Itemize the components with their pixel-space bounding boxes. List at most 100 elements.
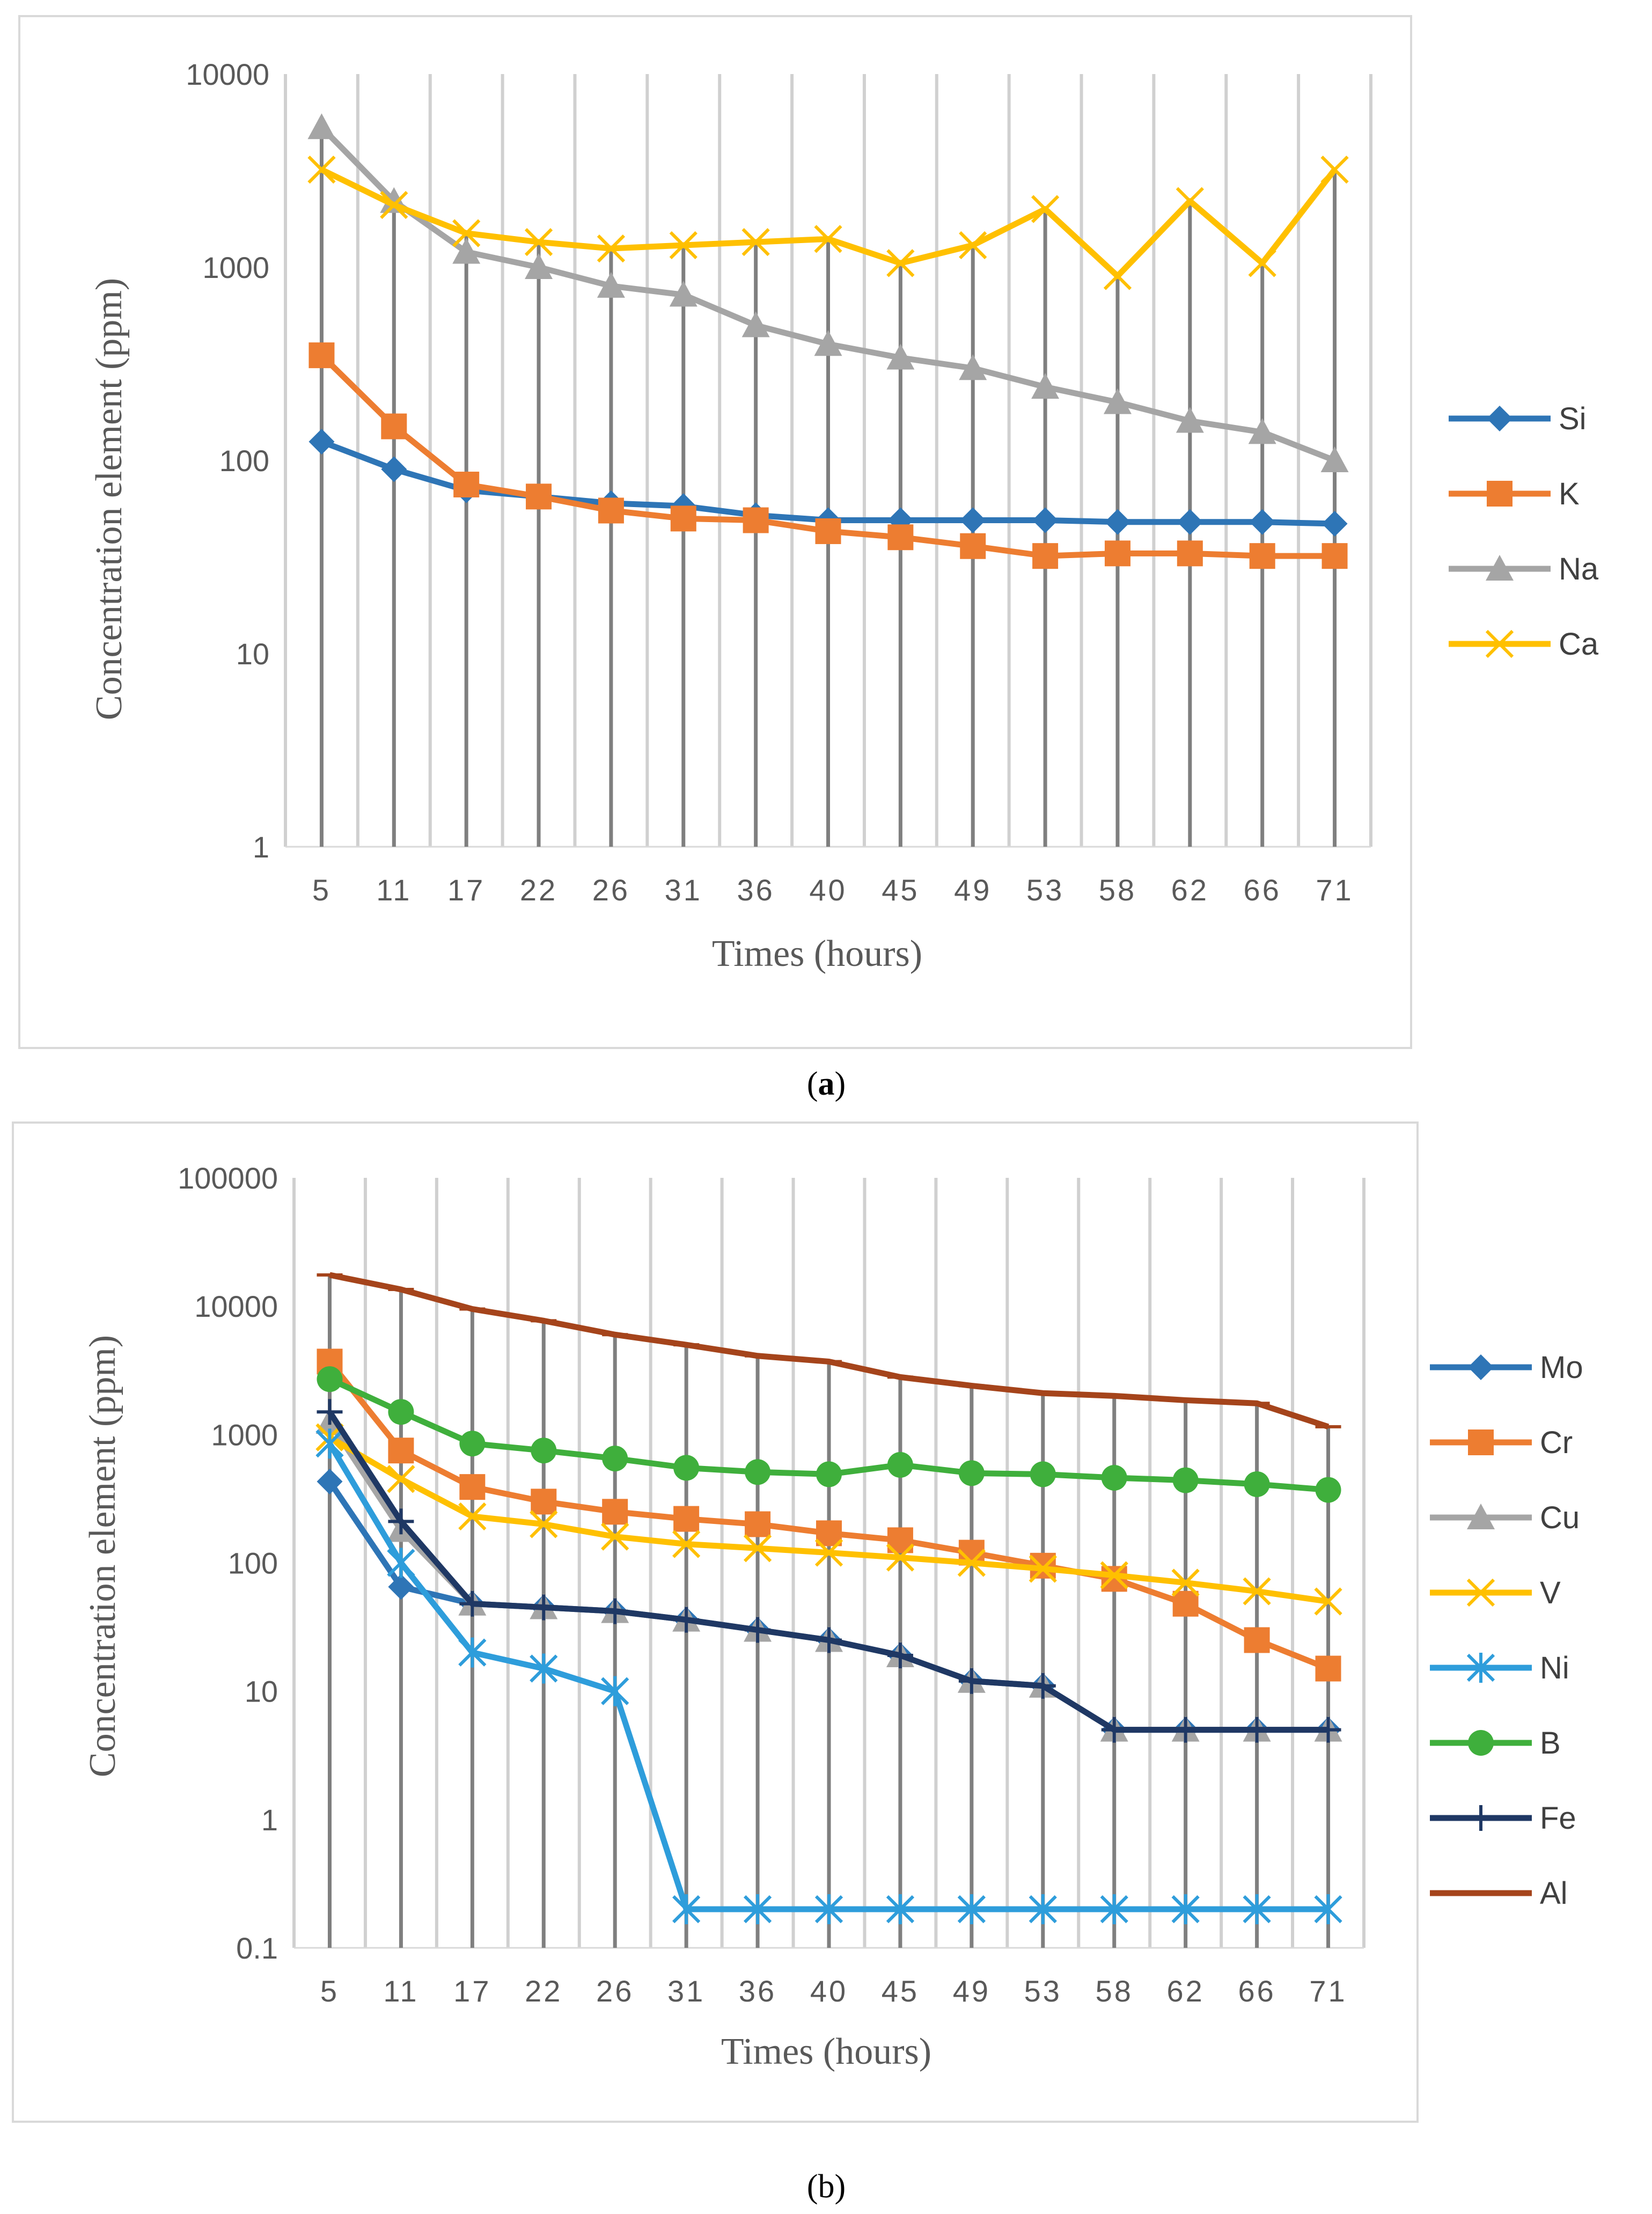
data-point-b <box>887 1451 913 1478</box>
panel-a-legend: Si K Na Ca <box>1449 401 1599 662</box>
data-point-ni <box>814 1894 843 1924</box>
data-point-na <box>669 281 697 307</box>
panel-b-x-tick-labels: 5 11 17 22 26 31 36 40 45 49 53 58 62 66 71 <box>320 1974 1347 2008</box>
series-ni <box>315 1428 1342 1924</box>
data-point-ca <box>959 231 987 260</box>
panel-a-caption: (a) <box>807 1066 846 1102</box>
data-point-cr <box>459 1474 486 1500</box>
data-point-fe <box>745 1617 771 1643</box>
y-tick-label: 10 <box>245 1675 278 1709</box>
data-point-v <box>1171 1568 1200 1597</box>
data-point-ca <box>741 228 770 256</box>
legend-item-mo: Mo <box>1430 1350 1583 1385</box>
x-tick-label: 22 <box>525 1974 562 2008</box>
y-tick-label: 10 <box>236 637 269 671</box>
data-point-ni <box>530 1653 558 1684</box>
data-point-fe <box>1030 1673 1056 1699</box>
data-point-b <box>388 1399 414 1425</box>
legend-label: K <box>1559 476 1580 511</box>
legend-marker <box>1468 1805 1494 1831</box>
data-point-na <box>307 113 336 140</box>
panel-b-gridlines <box>292 1178 1365 1949</box>
data-point-v <box>1100 1561 1128 1589</box>
data-point-fe <box>1101 1717 1127 1743</box>
x-tick-label: 11 <box>376 873 412 907</box>
data-point-k <box>453 471 480 497</box>
x-tick-label: 11 <box>383 1974 418 2008</box>
data-point-b <box>531 1438 557 1464</box>
x-tick-label: 22 <box>520 873 557 907</box>
data-point-na <box>959 354 987 380</box>
data-point-fe <box>317 1399 343 1425</box>
panel-a-gridlines <box>284 74 1372 848</box>
data-point-k <box>1104 540 1130 567</box>
legend-label: Al <box>1540 1876 1568 1911</box>
legend-item-al: Al <box>1430 1876 1568 1911</box>
x-tick-label: 62 <box>1167 1974 1205 2008</box>
data-point-ni <box>1100 1894 1128 1924</box>
data-point-na <box>1320 446 1349 472</box>
legend-label: V <box>1540 1575 1561 1610</box>
legend-label: Ni <box>1540 1651 1569 1685</box>
data-point-b <box>317 1366 343 1392</box>
data-point-k <box>1321 543 1348 569</box>
data-point-b <box>1101 1464 1127 1491</box>
x-tick-label: 17 <box>453 1974 491 2008</box>
data-point-v <box>458 1502 487 1531</box>
legend-label: Mo <box>1540 1350 1583 1385</box>
legend-label: Si <box>1559 401 1587 436</box>
data-point-ca <box>814 225 842 253</box>
data-point-ca <box>1103 262 1132 290</box>
series-na <box>307 113 1349 472</box>
data-point-k <box>743 507 769 533</box>
data-point-k <box>670 505 696 532</box>
data-point-v <box>1029 1555 1057 1583</box>
data-point-cr <box>745 1511 771 1537</box>
panel-a-series <box>307 113 1349 569</box>
x-tick-label: 49 <box>954 873 992 907</box>
data-point-na <box>597 272 625 298</box>
legend-marker <box>1468 1354 1494 1380</box>
panel-b-caption: (b) <box>807 2168 846 2205</box>
data-point-v <box>601 1522 629 1551</box>
data-point-b <box>1244 1471 1270 1497</box>
y-tick-label: 100000 <box>178 1161 278 1195</box>
chart-panel-a: 10000 1000 100 10 1 5 11 17 22 26 31 36 40 45 49 53 58 6… <box>18 15 1599 1049</box>
x-tick-label: 71 <box>1309 1974 1347 2008</box>
data-point-k <box>309 342 335 369</box>
data-point-k <box>1249 543 1275 569</box>
panel-b-y-tick-labels: 100000 10000 1000 100 10 1 0.1 <box>178 1161 278 1965</box>
data-point-fe <box>531 1594 557 1621</box>
y-tick-label: 10000 <box>194 1289 278 1323</box>
data-point-na <box>1176 407 1204 433</box>
data-point-ca <box>380 190 408 219</box>
legend-label: Cr <box>1540 1425 1573 1460</box>
panel-a-x-axis-title: Times (hours) <box>712 933 922 974</box>
panel-a-x-tick-labels: 5 11 17 22 26 31 36 40 45 49 53 58 62 66 71 <box>312 873 1352 907</box>
data-point-b <box>673 1455 700 1481</box>
panel-b-series <box>315 1272 1342 1924</box>
legend-label: Ca <box>1559 627 1599 662</box>
y-tick-label: 0.1 <box>236 1931 278 1965</box>
data-point-k <box>381 413 407 439</box>
legend-marker <box>1487 406 1513 431</box>
data-point-ni <box>458 1637 487 1668</box>
data-point-ca <box>886 249 915 277</box>
legend-item-k: K <box>1449 476 1580 511</box>
data-point-ca <box>1248 249 1276 277</box>
series-v <box>315 1423 1342 1616</box>
data-point-si <box>309 429 335 455</box>
panel-a-y-tick-labels: 10000 1000 100 10 1 <box>186 57 269 864</box>
data-point-si <box>960 507 986 533</box>
legend-marker <box>1485 629 1514 658</box>
data-point-na <box>452 238 481 264</box>
data-point-ni <box>1029 1894 1057 1924</box>
chart-panel-b: 100000 10000 1000 100 10 1 0.1 5 11 17 22 26 31 36 40… <box>12 1121 1583 2123</box>
data-point-v <box>743 1534 772 1563</box>
data-point-na <box>886 343 915 370</box>
data-point-b <box>958 1460 985 1486</box>
data-point-b <box>745 1459 771 1485</box>
data-point-ca <box>1176 187 1204 215</box>
legend-marker <box>1468 1429 1494 1455</box>
